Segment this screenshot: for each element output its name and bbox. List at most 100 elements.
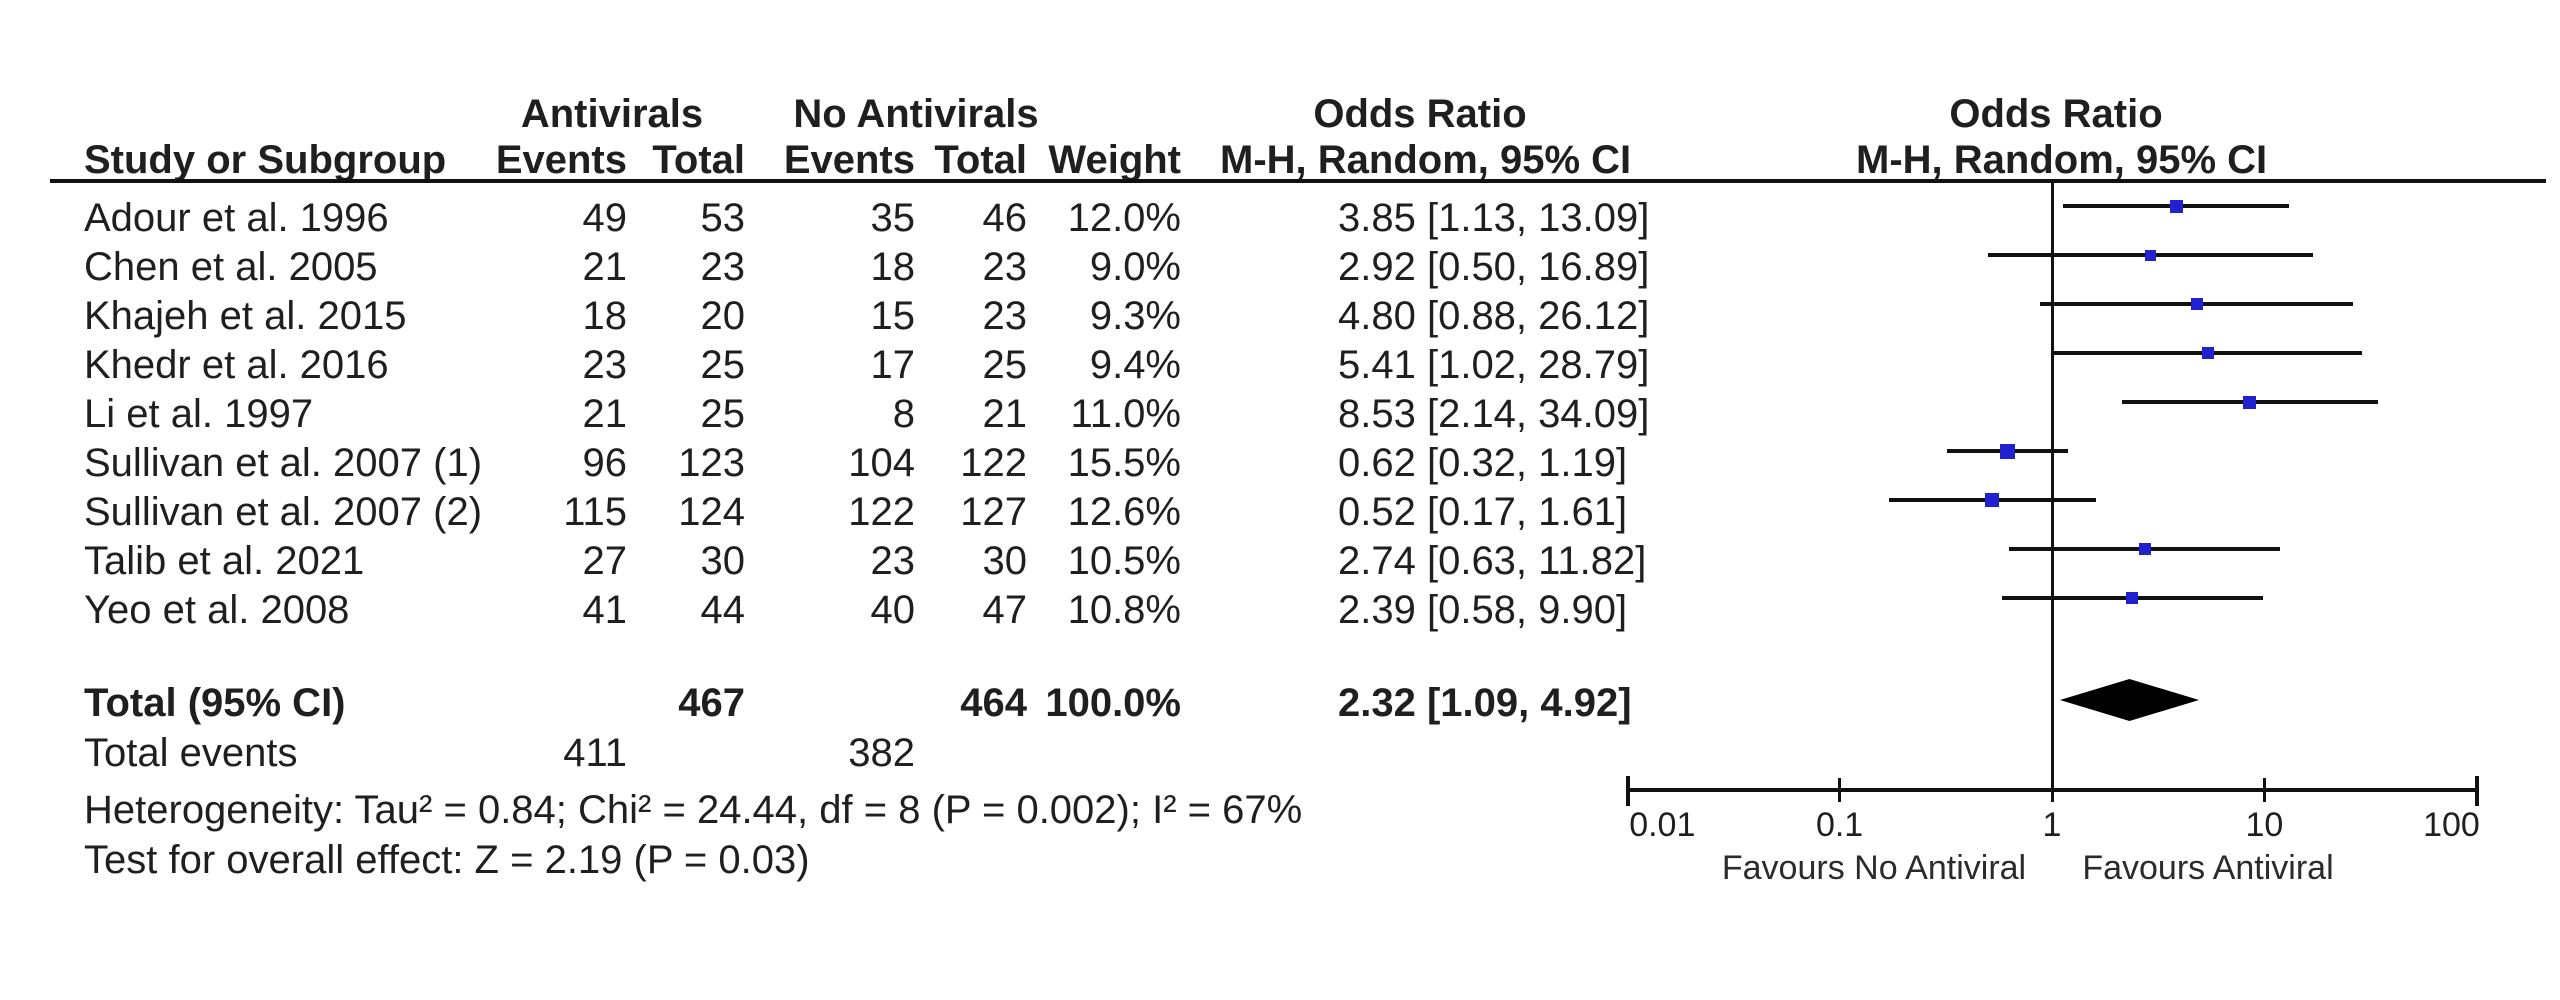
total1-value: 25 [700, 392, 746, 436]
total1-value: 123 [678, 441, 745, 485]
total2-value: 23 [982, 294, 1028, 338]
events2-value: 17 [870, 343, 916, 387]
total-weight: 100.0% [1045, 681, 1181, 725]
x-axis-tick-label: 10 [2245, 806, 2284, 844]
events1-value: 27 [582, 539, 628, 583]
total2-value: 25 [982, 343, 1028, 387]
total-events2: 382 [848, 731, 915, 775]
header-rule [50, 179, 2546, 183]
total1-value: 124 [678, 490, 745, 534]
events1-value: 18 [582, 294, 628, 338]
x-axis-tick [1838, 778, 1842, 802]
events2-value: 8 [892, 392, 915, 436]
or-ci-value: 4.80 [0.88, 26.12] [1338, 294, 1650, 338]
study-name: Talib et al. 2021 [84, 539, 365, 583]
study-column-header: Study or Subgroup [84, 138, 447, 182]
study-name: Yeo et al. 2008 [84, 588, 350, 632]
weight-value: 9.3% [1089, 294, 1181, 338]
total1-value: 53 [700, 196, 746, 240]
study-name: Khedr et al. 2016 [84, 343, 389, 387]
or-point-marker [2000, 443, 2016, 459]
weight-value: 10.5% [1067, 539, 1181, 583]
study-name: Khajeh et al. 2015 [84, 294, 407, 338]
events1-value: 21 [582, 245, 628, 289]
overall-effect-text: Test for overall effect: Z = 2.19 (P = 0… [84, 838, 810, 882]
or-column-title: Odds Ratio [1313, 92, 1527, 136]
or-point-marker [2243, 395, 2257, 409]
weight-value: 15.5% [1067, 441, 1181, 485]
or-point-marker [2138, 543, 2151, 555]
or-ci-value: 0.62 [0.32, 1.19] [1338, 441, 1628, 485]
events2-value: 35 [870, 196, 916, 240]
or-ci-value: 2.92 [0.50, 16.89] [1338, 245, 1650, 289]
total2-value: 23 [982, 245, 1028, 289]
total1-value: 44 [700, 588, 746, 632]
events1-value: 41 [582, 588, 628, 632]
summary-diamond [2059, 679, 2199, 721]
events2-value: 23 [870, 539, 916, 583]
total2-sum: 464 [960, 681, 1027, 725]
events1-value: 49 [582, 196, 628, 240]
total2-value: 46 [982, 196, 1028, 240]
axis-left-label: Favours No Antiviral [1721, 849, 2027, 887]
study-name: Li et al. 1997 [84, 392, 314, 436]
total1-value: 30 [700, 539, 746, 583]
or-point-marker [1984, 493, 1999, 507]
study-name: Sullivan et al. 2007 (2) [84, 490, 483, 534]
total1-column-header: Total [652, 138, 745, 182]
x-axis-tick-label: 0.1 [1815, 806, 1864, 844]
or-ci-value: 8.53 [2.14, 34.09] [1338, 392, 1650, 436]
weight-column-header: Weight [1048, 138, 1181, 182]
events1-column-header: Events [495, 138, 627, 182]
events1-value: 96 [582, 441, 628, 485]
or-point-marker [2145, 249, 2157, 261]
or-point-marker [2126, 592, 2139, 604]
x-axis-tick-label: 0.01 [1629, 806, 1696, 844]
plot-title: Odds Ratio [1949, 92, 2163, 136]
x-axis-tick [2262, 778, 2266, 802]
x-axis-tick [2475, 776, 2480, 806]
total2-value: 21 [982, 392, 1028, 436]
heterogeneity-text: Heterogeneity: Tau² = 0.84; Chi² = 24.44… [84, 788, 1303, 832]
or-point-marker [2190, 298, 2203, 310]
group2-header: No Antivirals [793, 92, 1039, 136]
total-or-ci: 2.32 [1.09, 4.92] [1338, 681, 1632, 725]
weight-value: 12.0% [1067, 196, 1181, 240]
study-name: Sullivan et al. 2007 (1) [84, 441, 483, 485]
or-column-subheader: M-H, Random, 95% CI [1220, 138, 1632, 182]
events2-value: 122 [848, 490, 915, 534]
null-effect-line [2050, 181, 2054, 790]
events2-value: 15 [870, 294, 916, 338]
total1-sum: 467 [678, 681, 745, 725]
total2-value: 30 [982, 539, 1028, 583]
total1-value: 20 [700, 294, 746, 338]
events2-value: 104 [848, 441, 915, 485]
events1-value: 115 [563, 490, 627, 534]
events2-value: 40 [870, 588, 916, 632]
or-ci-value: 3.85 [1.13, 13.09] [1338, 196, 1650, 240]
or-ci-value: 2.74 [0.63, 11.82] [1338, 539, 1647, 583]
x-axis-tick-label: 100 [2423, 806, 2480, 844]
x-axis-tick [1625, 776, 1630, 806]
axis-right-label: Favours Antiviral [2082, 849, 2334, 887]
total2-value: 47 [982, 588, 1028, 632]
or-ci-value: 0.52 [0.17, 1.61] [1338, 490, 1628, 534]
or-ci-value: 2.39 [0.58, 9.90] [1338, 588, 1628, 632]
weight-value: 9.0% [1089, 245, 1181, 289]
events1-value: 23 [582, 343, 628, 387]
weight-value: 11.0% [1070, 392, 1181, 436]
or-point-marker [2201, 347, 2214, 359]
total1-value: 23 [700, 245, 746, 289]
total2-value: 127 [960, 490, 1027, 534]
group1-header: Antivirals [520, 92, 704, 136]
events2-column-header: Events [783, 138, 915, 182]
events1-value: 21 [582, 392, 628, 436]
weight-value: 10.8% [1067, 588, 1181, 632]
study-name: Adour et al. 1996 [84, 196, 389, 240]
weight-value: 12.6% [1067, 490, 1181, 534]
weight-value: 9.4% [1089, 343, 1181, 387]
study-name: Chen et al. 2005 [84, 245, 378, 289]
total-events-label: Total events [84, 731, 298, 775]
plot-subtitle: M-H, Random, 95% CI [1856, 138, 2268, 182]
